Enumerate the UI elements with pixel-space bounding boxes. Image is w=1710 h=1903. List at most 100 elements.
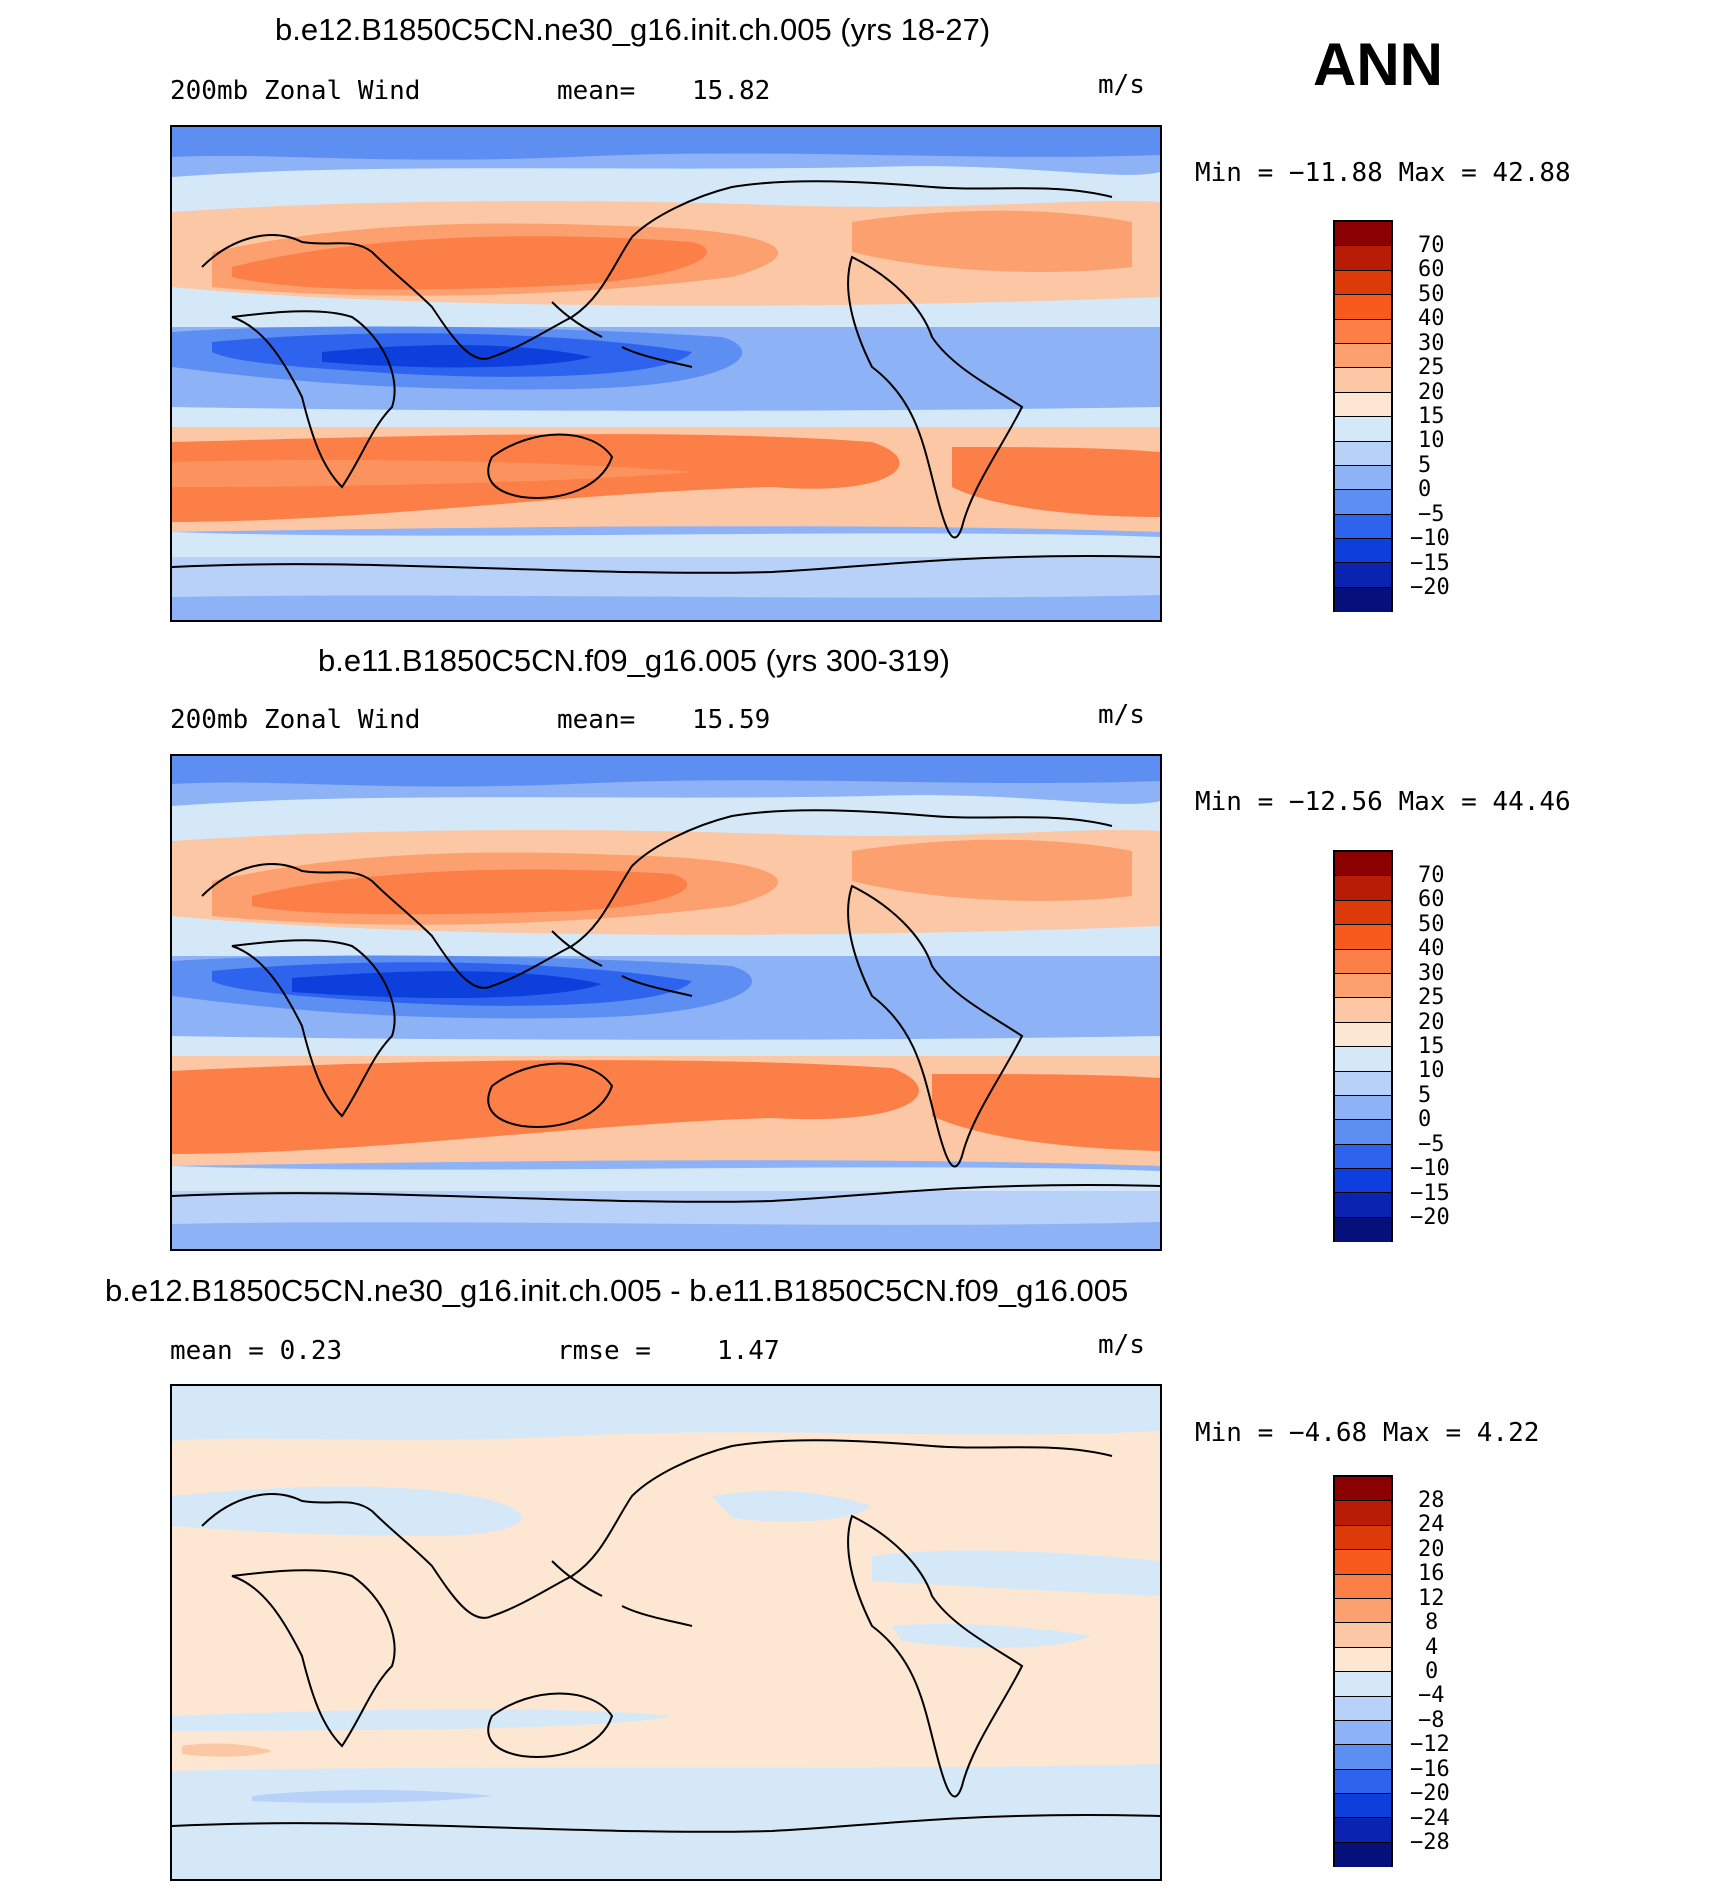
colorbar-tick-label: 60 (1418, 257, 1445, 282)
colorbar-swatch (1335, 563, 1391, 588)
colorbar-swatch (1335, 1525, 1391, 1551)
colorbar-swatch (1335, 1842, 1391, 1868)
panel3-minmax: Min = −4.68 Max = 4.22 (1195, 1418, 1540, 1448)
colorbar-swatch (1335, 539, 1391, 564)
colorbar-swatch (1335, 1193, 1391, 1218)
colorbar-tick-label: 70 (1418, 233, 1445, 258)
colorbar-tick-label: 0 (1418, 477, 1432, 502)
colorbar-tick-label: 5 (1418, 1083, 1432, 1108)
colorbar-tick-label: −20 (1410, 1205, 1450, 1230)
colorbar-swatch (1335, 1120, 1391, 1145)
colorbar-tick-label: −20 (1410, 575, 1450, 600)
colorbar-swatch (1335, 222, 1391, 247)
colorbar-tick-label: −15 (1410, 551, 1450, 576)
panel1-minmax: Min = −11.88 Max = 42.88 (1195, 158, 1571, 188)
season-label: ANN (1313, 31, 1443, 98)
colorbar-swatch (1335, 319, 1391, 344)
colorbar-swatch (1335, 1477, 1391, 1502)
colorbar-swatch (1335, 1550, 1391, 1575)
colorbar-swatch (1335, 998, 1391, 1023)
colorbar-tick-label: 24 (1418, 1512, 1445, 1537)
colorbar-tick-label: −4 (1418, 1683, 1445, 1708)
panel1-mean-value: 15.82 (692, 76, 771, 106)
colorbar-tick-label: −15 (1410, 1181, 1450, 1206)
colorbar-swatch (1335, 270, 1391, 296)
colorbar-swatch (1335, 490, 1391, 515)
colorbar-tick-label: −24 (1410, 1806, 1450, 1831)
colorbar-tick-label: 20 (1418, 1537, 1445, 1562)
colorbar-swatch (1335, 417, 1391, 442)
colorbar-swatch (1335, 900, 1391, 926)
colorbar-tick-label: 25 (1418, 985, 1445, 1010)
panel3-mean-label: mean = 0.23 (170, 1336, 343, 1366)
panel1-variable-label: 200mb Zonal Wind (170, 76, 421, 106)
colorbar-swatch (1335, 1598, 1391, 1624)
colorbar-tick-label: 28 (1418, 1488, 1445, 1513)
colorbar-swatch (1335, 246, 1391, 271)
colorbar-tick-label: 8 (1425, 1610, 1439, 1635)
colorbar-swatch (1335, 1745, 1391, 1770)
colorbar-tick-label: −8 (1418, 1708, 1445, 1733)
colorbar-swatch (1335, 876, 1391, 901)
colorbar-swatch (1335, 973, 1391, 999)
colorbar-tick-label: 15 (1418, 1034, 1445, 1059)
colorbar-tick-label: 60 (1418, 887, 1445, 912)
colorbar-tick-label: 20 (1418, 380, 1445, 405)
colorbar-swatch (1335, 295, 1391, 320)
colorbar-swatch (1335, 1794, 1391, 1819)
colorbar-swatch (1335, 1818, 1391, 1843)
panel2-colorbar (1333, 850, 1393, 1243)
colorbar-tick-label: 40 (1418, 306, 1445, 331)
colorbar-tick-label: 30 (1418, 961, 1445, 986)
colorbar-swatch (1335, 1574, 1391, 1599)
colorbar-swatch (1335, 392, 1391, 418)
colorbar-tick-label: −10 (1410, 1156, 1450, 1181)
colorbar-tick-label: 40 (1418, 936, 1445, 961)
colorbar-swatch (1335, 949, 1391, 974)
panel3-colorbar (1333, 1475, 1393, 1868)
colorbar-swatch (1335, 1217, 1391, 1243)
colorbar-swatch (1335, 1720, 1391, 1746)
colorbar-swatch (1335, 1672, 1391, 1697)
panel2-units: m/s (1098, 700, 1145, 730)
colorbar-tick-label: −5 (1418, 502, 1445, 527)
panel1-colorbar (1333, 220, 1393, 613)
colorbar-swatch (1335, 441, 1391, 466)
colorbar-tick-label: 16 (1418, 1561, 1445, 1586)
colorbar-tick-label: 70 (1418, 863, 1445, 888)
colorbar-swatch (1335, 587, 1391, 613)
colorbar-swatch (1335, 1501, 1391, 1526)
panel2-minmax: Min = −12.56 Max = 44.46 (1195, 787, 1571, 817)
colorbar-tick-label: 10 (1418, 1058, 1445, 1083)
panel3-rmse-value: 1.47 (717, 1336, 780, 1366)
colorbar-swatch (1335, 465, 1391, 491)
colorbar-swatch (1335, 1071, 1391, 1096)
colorbar-swatch (1335, 1647, 1391, 1673)
panel2-title: b.e11.B1850C5CN.f09_g16.005 (yrs 300-319… (318, 643, 950, 678)
colorbar-tick-label: −5 (1418, 1132, 1445, 1157)
colorbar-tick-label: 10 (1418, 428, 1445, 453)
panel2-variable-label: 200mb Zonal Wind (170, 705, 421, 735)
colorbar-swatch (1335, 514, 1391, 540)
colorbar-swatch (1335, 1169, 1391, 1194)
panel1-map (170, 125, 1162, 622)
colorbar-tick-label: 25 (1418, 355, 1445, 380)
colorbar-tick-label: 50 (1418, 282, 1445, 307)
colorbar-tick-label: −16 (1410, 1757, 1450, 1782)
panel1-title: b.e12.B1850C5CN.ne30_g16.init.ch.005 (yr… (275, 12, 991, 47)
panel3-rmse-label: rmse = (557, 1336, 651, 1366)
colorbar-swatch (1335, 1144, 1391, 1170)
colorbar-tick-label: 5 (1418, 453, 1432, 478)
colorbar-tick-label: −10 (1410, 526, 1450, 551)
panel1-units: m/s (1098, 70, 1145, 100)
panel2-mean-value: 15.59 (692, 705, 771, 735)
colorbar-tick-label: −28 (1410, 1830, 1450, 1855)
panel2-mean-label: mean= (557, 705, 636, 735)
colorbar-swatch (1335, 1623, 1391, 1648)
colorbar-tick-label: 0 (1418, 1107, 1432, 1132)
colorbar-tick-label: 30 (1418, 331, 1445, 356)
colorbar-swatch (1335, 925, 1391, 950)
panel1-mean-label: mean= (557, 76, 636, 106)
colorbar-tick-label: 4 (1425, 1635, 1439, 1660)
colorbar-swatch (1335, 1769, 1391, 1795)
